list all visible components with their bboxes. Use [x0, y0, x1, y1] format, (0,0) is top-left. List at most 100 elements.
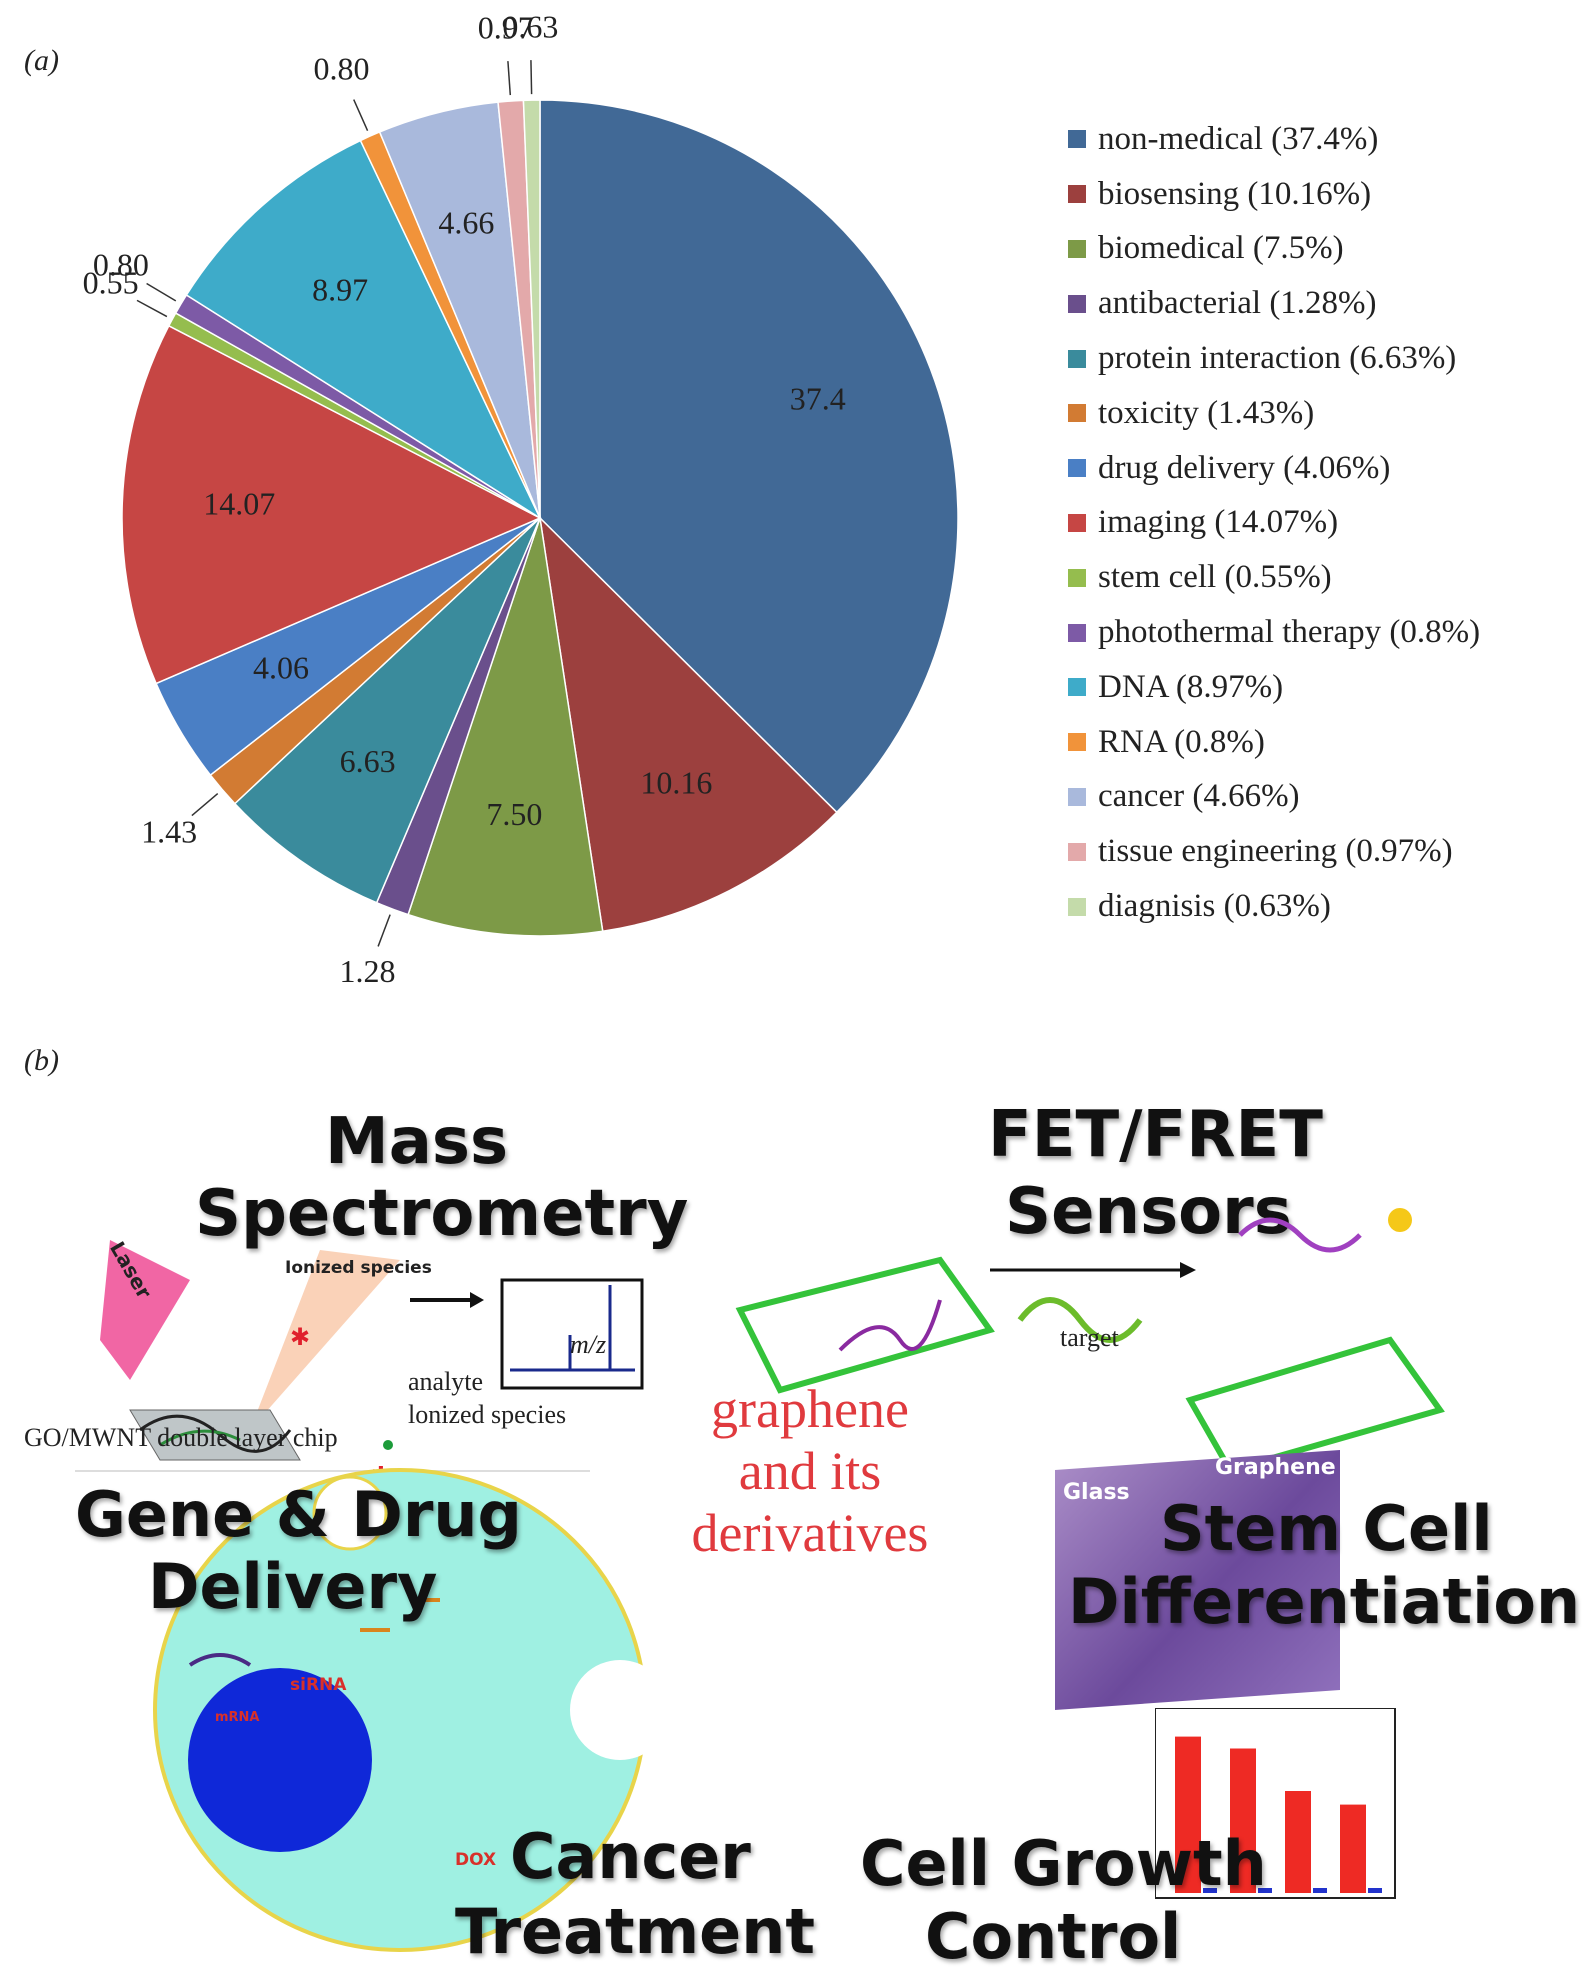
legend-swatch	[1068, 568, 1086, 587]
legend-item-7: imaging (14.07%)	[1068, 496, 1480, 551]
target-label: target	[1060, 1323, 1119, 1352]
legend-swatch	[1068, 897, 1086, 916]
legend-label: protein interaction (6.63%)	[1098, 340, 1457, 377]
cell-growth-bar-0	[1175, 1736, 1201, 1893]
legend-item-14: diagnisis (0.63%)	[1068, 879, 1480, 934]
cancer-title-2: Treatment	[455, 1895, 816, 1968]
cell-growth-control-bar-1	[1258, 1888, 1272, 1893]
mass-spec-title-2: Spectrometry	[195, 1177, 689, 1251]
legend-item-12: cancer (4.66%)	[1068, 770, 1480, 825]
panel-a-label: (a)	[24, 44, 59, 77]
legend-item-9: photothermal therapy (0.8%)	[1068, 605, 1480, 660]
legend-swatch	[1068, 678, 1086, 697]
pie-leader-13	[507, 61, 512, 96]
sirna-label: siRNA	[290, 1675, 347, 1695]
legend-label: antibacterial (1.28%)	[1098, 285, 1377, 322]
divider	[75, 1470, 590, 1472]
legend-swatch	[1068, 294, 1086, 313]
cell-growth-control-bar-2	[1313, 1888, 1327, 1893]
pie-data-label-8: 0.55	[83, 264, 139, 300]
legend-item-10: DNA (8.97%)	[1068, 660, 1480, 715]
chart-legend: non-medical (37.4%) biosensing (10.16%) bi…	[1068, 112, 1480, 934]
legend-label: tissue engineering (0.97%)	[1098, 833, 1453, 870]
pie-data-label-7: 14.07	[203, 486, 275, 522]
legend-swatch	[1068, 404, 1086, 423]
legend-label: cancer (4.66%)	[1098, 778, 1300, 815]
legend-swatch	[1068, 733, 1086, 752]
pie-data-label-1: 10.16	[640, 765, 712, 801]
glass-label: Glass	[1063, 1480, 1130, 1505]
pie-leader-11	[353, 99, 369, 131]
legend-swatch	[1068, 185, 1086, 204]
pie-leader-8	[136, 299, 168, 318]
legend-label: imaging (14.07%)	[1098, 504, 1339, 541]
legend-swatch	[1068, 787, 1086, 806]
legend-item-4: protein interaction (6.63%)	[1068, 331, 1480, 386]
pie-data-label-9: 0.80	[93, 246, 149, 282]
cell-growth-bar-chart	[1155, 1708, 1396, 1899]
legend-label: DNA (8.97%)	[1098, 668, 1284, 705]
legend-label: photothermal therapy (0.8%)	[1098, 614, 1481, 651]
pie-data-label-10: 8.97	[312, 271, 368, 307]
legend-label: biosensing (10.16%)	[1098, 175, 1372, 212]
legend-label: stem cell (0.55%)	[1098, 559, 1332, 596]
legend-swatch	[1068, 623, 1086, 642]
pie-data-label-0: 37.4	[790, 381, 846, 417]
legend-label: toxicity (1.43%)	[1098, 394, 1315, 431]
stem-cell-title-1: Stem Cell	[1160, 1492, 1493, 1565]
gene-drug-title-1: Gene & Drug	[75, 1478, 522, 1551]
legend-item-1: biosensing (10.16%)	[1068, 167, 1480, 222]
cell-diagram	[153, 1468, 650, 1952]
legend-item-2: biomedical (7.5%)	[1068, 222, 1480, 277]
pie-data-label-2: 7.50	[486, 796, 542, 832]
pie-slice-1	[538, 515, 838, 933]
cell-growth-title-1: Cell Growth	[860, 1827, 1267, 1900]
center-title-line3: derivatives	[691, 1503, 929, 1564]
cell-growth-bar-1	[1230, 1748, 1256, 1893]
pie-slice-2	[407, 517, 604, 937]
pie-slice-0	[539, 99, 959, 814]
pie-leader-3	[377, 914, 391, 947]
legend-label: drug delivery (4.06%)	[1098, 449, 1391, 486]
pie-slice-10	[185, 139, 542, 521]
stem-cell-title-2: Differentiation	[1068, 1565, 1581, 1638]
center-title-line1: graphene	[711, 1379, 909, 1439]
legend-label: biomedical (7.5%)	[1098, 230, 1344, 267]
fet-fret-diagram	[735, 1208, 1445, 1470]
graphene-label: Graphene	[1215, 1455, 1336, 1480]
pie-leader-14	[530, 60, 533, 95]
cell-growth-bar-2	[1285, 1791, 1311, 1893]
pie-chart: 37.410.167.501.286.631.434.0614.070.550.…	[83, 8, 959, 989]
pie-data-label-13: 0.97	[478, 10, 534, 46]
legend-swatch	[1068, 239, 1086, 258]
legend-swatch	[1068, 130, 1086, 149]
panel-b-illustration: Mass Spectrometry ✱ ✱ Laser Ionized spec…	[0, 1080, 1583, 1979]
svg-text:✱: ✱	[290, 1325, 310, 1351]
analyte-legend: analyte	[408, 1367, 484, 1396]
legend-item-0: non-medical (37.4%)	[1068, 112, 1480, 167]
fet-fret-title-1: FET/FRET	[988, 1098, 1323, 1172]
pie-data-label-3: 1.28	[339, 953, 395, 989]
pie-data-label-4: 6.63	[340, 743, 396, 779]
pie-data-label-6: 4.06	[253, 650, 309, 686]
mass-spec-title-1: Mass	[325, 1105, 509, 1179]
center-title: graphene and its derivatives	[640, 1378, 980, 1564]
dox-label: DOX	[455, 1850, 497, 1870]
legend-label: non-medical (37.4%)	[1098, 120, 1379, 157]
legend-swatch	[1068, 349, 1086, 368]
legend-swatch	[1068, 842, 1086, 861]
panel-b-label: (b)	[24, 1044, 59, 1077]
center-title-line2: and its	[738, 1441, 882, 1502]
mrna-label: mRNA	[215, 1710, 260, 1725]
chip-label: GO/MWNT double layer chip	[24, 1423, 338, 1452]
cell-growth-control-bar-3	[1368, 1888, 1382, 1893]
legend-item-6: drug delivery (4.06%)	[1068, 441, 1480, 496]
legend-item-8: stem cell (0.55%)	[1068, 550, 1480, 605]
gene-drug-title-2: Delivery	[148, 1550, 438, 1623]
pie-data-label-11: 0.80	[314, 51, 370, 87]
legend-swatch	[1068, 513, 1086, 532]
pie-data-label-5: 1.43	[141, 813, 197, 849]
cell-growth-control-bar-0	[1203, 1888, 1217, 1893]
cell-growth-bar-3	[1340, 1804, 1366, 1893]
legend-swatch	[1068, 459, 1086, 478]
